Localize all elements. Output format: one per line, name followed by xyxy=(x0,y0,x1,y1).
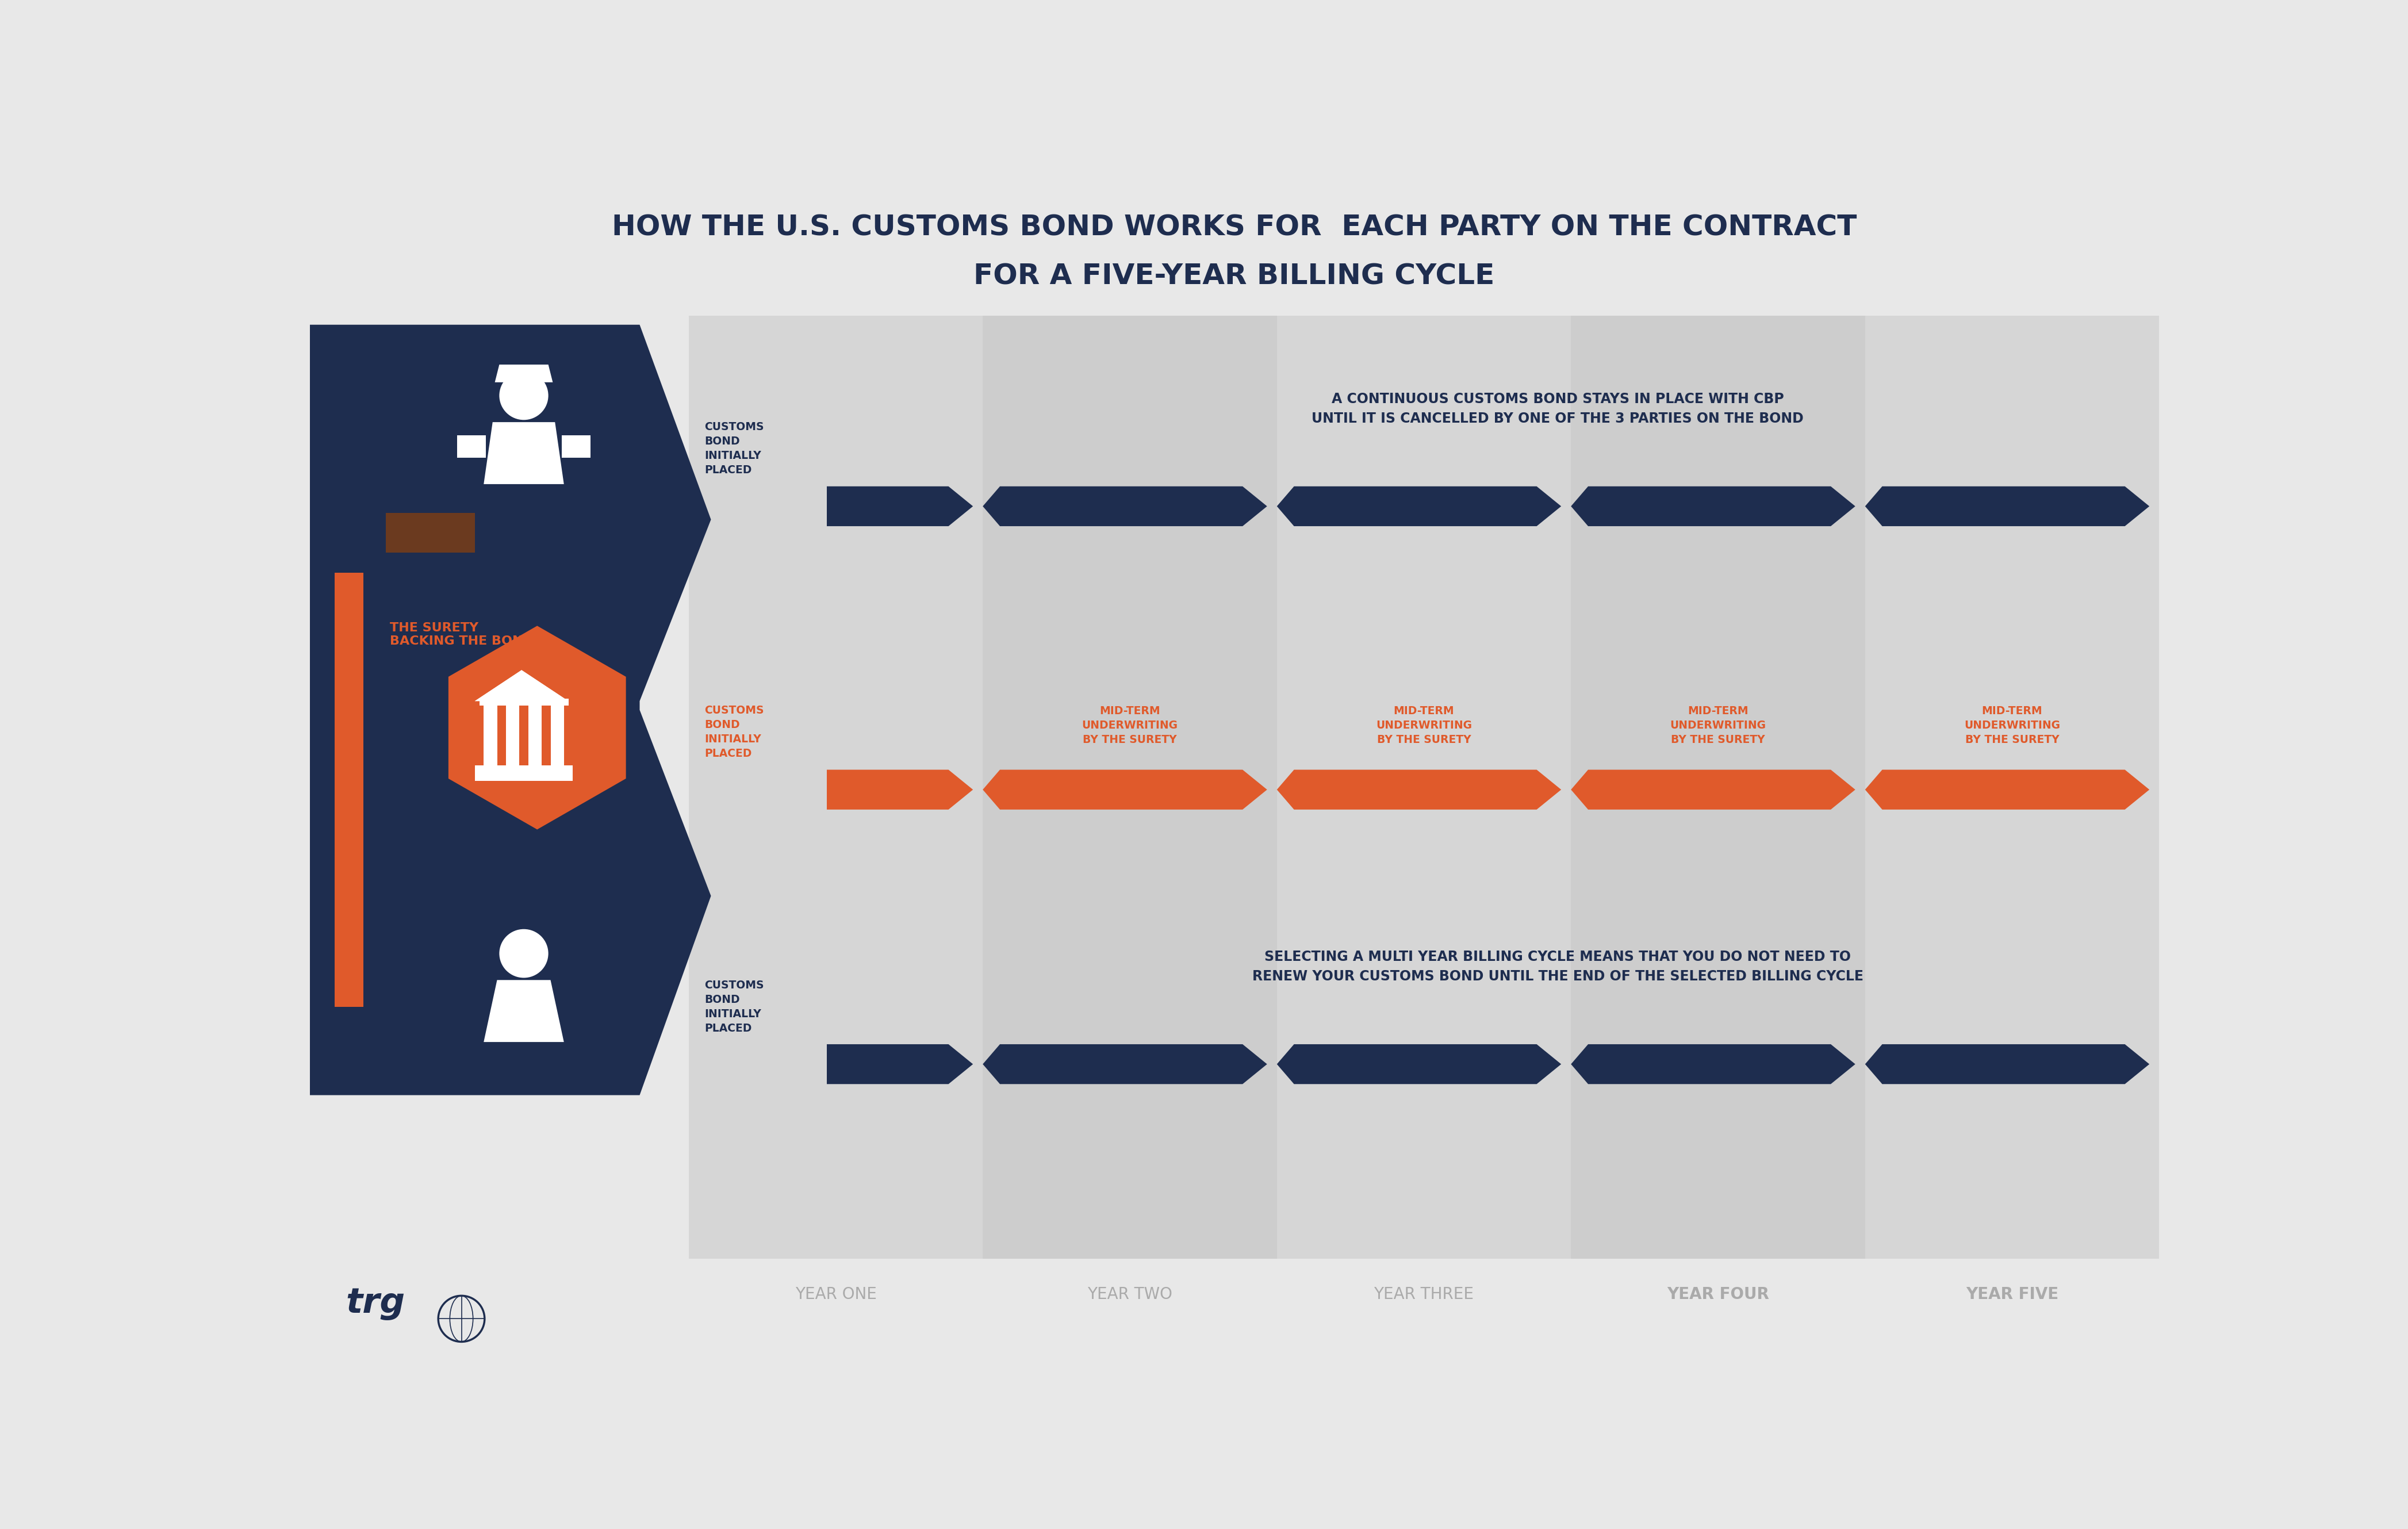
Polygon shape xyxy=(474,670,568,702)
Bar xyxy=(409,882,417,994)
Bar xyxy=(479,699,568,705)
Polygon shape xyxy=(448,625,626,830)
Bar xyxy=(551,702,563,768)
Polygon shape xyxy=(826,486,973,526)
Bar xyxy=(385,512,474,553)
Text: YEAR ONE: YEAR ONE xyxy=(795,1286,877,1303)
Bar xyxy=(1570,317,1866,1258)
Text: MID-TERM
UNDERWRITING
BY THE SURETY: MID-TERM UNDERWRITING BY THE SURETY xyxy=(1671,705,1765,745)
Polygon shape xyxy=(982,1044,1267,1084)
Text: YEAR FIVE: YEAR FIVE xyxy=(1965,1286,2059,1303)
Bar xyxy=(323,537,537,1015)
Polygon shape xyxy=(494,364,554,382)
Bar xyxy=(689,317,982,1258)
Text: YEAR THREE: YEAR THREE xyxy=(1375,1286,1474,1303)
Text: FOR A FIVE-YEAR BILLING CYCLE: FOR A FIVE-YEAR BILLING CYCLE xyxy=(973,261,1495,291)
Text: YEAR FOUR: YEAR FOUR xyxy=(1666,1286,1770,1303)
Polygon shape xyxy=(1276,769,1560,809)
Text: MID-TERM
UNDERWRITING
BY THE SURETY: MID-TERM UNDERWRITING BY THE SURETY xyxy=(1965,705,2061,745)
Polygon shape xyxy=(1866,769,2150,809)
Text: YEAR TWO: YEAR TWO xyxy=(1088,1286,1173,1303)
Circle shape xyxy=(498,930,549,979)
Bar xyxy=(982,317,1276,1258)
Bar xyxy=(506,702,520,768)
Text: HOW THE U.S. CUSTOMS BOND WORKS FOR  EACH PARTY ON THE CONTRACT: HOW THE U.S. CUSTOMS BOND WORKS FOR EACH… xyxy=(612,214,1857,242)
Bar xyxy=(506,702,520,768)
Bar xyxy=(1866,317,2160,1258)
Text: CUSTOMS
BOND
INITIALLY
PLACED: CUSTOMS BOND INITIALLY PLACED xyxy=(703,422,763,476)
Text: SELECTING A MULTI YEAR BILLING CYCLE MEANS THAT YOU DO NOT NEED TO
RENEW YOUR CU: SELECTING A MULTI YEAR BILLING CYCLE MEA… xyxy=(1252,950,1864,983)
Text: MID-TERM
UNDERWRITING
BY THE SURETY: MID-TERM UNDERWRITING BY THE SURETY xyxy=(1375,705,1471,745)
Polygon shape xyxy=(1570,486,1854,526)
Bar xyxy=(561,436,590,457)
Bar xyxy=(474,766,573,781)
Bar xyxy=(474,766,573,781)
Bar xyxy=(479,882,486,994)
Bar xyxy=(335,573,525,1006)
Polygon shape xyxy=(1866,486,2150,526)
Text: CUSTOMS
BOND
INITIALLY
PLACED: CUSTOMS BOND INITIALLY PLACED xyxy=(703,980,763,1034)
Text: MID-TERM
UNDERWRITING
BY THE SURETY: MID-TERM UNDERWRITING BY THE SURETY xyxy=(1081,705,1178,745)
Polygon shape xyxy=(982,486,1267,526)
Bar xyxy=(527,702,542,768)
Text: U.S. IMPORTER /
BUSINESS OWNER: U.S. IMPORTER / BUSINESS OWNER xyxy=(390,898,520,922)
Polygon shape xyxy=(484,422,563,485)
Polygon shape xyxy=(1570,1044,1854,1084)
Bar xyxy=(436,882,443,994)
Bar xyxy=(1276,317,1570,1258)
Bar xyxy=(450,882,458,994)
Polygon shape xyxy=(1570,769,1854,809)
Bar xyxy=(424,882,429,994)
Bar xyxy=(484,702,496,768)
Bar xyxy=(458,436,486,457)
Bar xyxy=(527,702,542,768)
Polygon shape xyxy=(826,1044,973,1084)
Bar xyxy=(479,699,568,705)
Polygon shape xyxy=(484,980,563,1043)
Text: trg: trg xyxy=(347,1286,405,1320)
Polygon shape xyxy=(826,769,973,809)
Polygon shape xyxy=(474,670,568,702)
Bar xyxy=(366,882,373,994)
Bar xyxy=(335,573,364,1006)
Text: A CONTINUOUS CUSTOMS BOND STAYS IN PLACE WITH CBP
UNTIL IT IS CANCELLED BY ONE O: A CONTINUOUS CUSTOMS BOND STAYS IN PLACE… xyxy=(1312,393,1804,425)
Bar xyxy=(380,882,388,994)
Bar xyxy=(395,882,402,994)
Polygon shape xyxy=(1866,1044,2150,1084)
Bar xyxy=(551,702,563,768)
Circle shape xyxy=(498,372,549,420)
Text: 5 YEAR: 5 YEAR xyxy=(402,731,486,751)
Text: CUSTOMS
BOND
INITIALLY
PLACED: CUSTOMS BOND INITIALLY PLACED xyxy=(703,705,763,758)
Polygon shape xyxy=(1276,486,1560,526)
Bar xyxy=(484,702,496,768)
Polygon shape xyxy=(982,769,1267,809)
Polygon shape xyxy=(311,324,710,1095)
Polygon shape xyxy=(1276,1044,1560,1084)
Text: THE SURETY
BACKING THE BOND: THE SURETY BACKING THE BOND xyxy=(390,622,535,647)
Text: U.S. CUSTOMS &
BORDER PROTECTION: U.S. CUSTOMS & BORDER PROTECTION xyxy=(412,339,568,364)
Bar xyxy=(465,882,472,994)
